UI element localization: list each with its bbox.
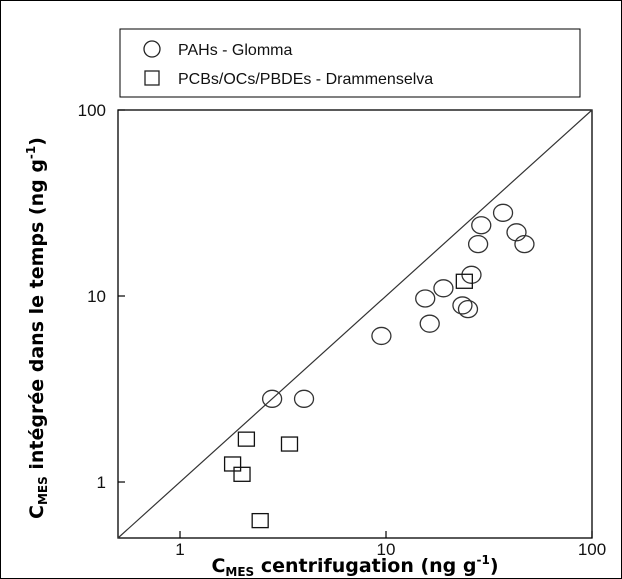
plot-area	[117, 109, 593, 539]
data-point-circle	[452, 296, 473, 315]
y-tick-label: 10	[87, 287, 106, 306]
legend-box	[119, 28, 581, 98]
data-point-square	[223, 456, 242, 472]
x-axis: 1 10 100	[175, 531, 606, 559]
legend-marker-square	[144, 70, 160, 86]
legend: PAHs - Glomma PCBs/OCs/PBDEs - Drammense…	[119, 28, 581, 98]
data-point-circle	[492, 203, 514, 222]
data-point-circle	[514, 235, 535, 254]
series-pcbs-drammenselva	[223, 273, 473, 529]
data-point-square	[455, 273, 473, 289]
series-pahs-glomma	[261, 203, 535, 408]
data-point-circle	[293, 389, 315, 408]
legend-label-pcbs: PCBs/OCs/PBDEs - Drammenselva	[178, 71, 433, 88]
x-tick-label: 10	[377, 540, 396, 559]
legend-label-pahs: PAHs - Glomma	[178, 42, 292, 59]
data-point-circle	[261, 389, 283, 408]
y-axis: 1 10 100	[78, 101, 125, 492]
y-tick-label: 1	[97, 473, 106, 492]
data-point-circle	[471, 216, 492, 235]
data-point-circle	[419, 314, 440, 333]
one-to-one-line	[117, 109, 593, 539]
x-axis-title: CMES centrifugation (ng g-1)	[211, 553, 498, 579]
data-point-square	[251, 512, 269, 529]
data-point-square	[233, 466, 251, 482]
y-axis-title: CMES intégrée dans le temps (ng g-1)	[24, 137, 50, 519]
data-point-circle	[457, 299, 479, 319]
data-point-circle	[433, 279, 454, 298]
data-point-circle	[371, 326, 392, 346]
x-tick-label: 100	[578, 540, 606, 559]
data-point-square	[280, 436, 299, 452]
data-point-square	[237, 431, 256, 447]
data-point-circle	[506, 223, 527, 242]
y-tick-label: 100	[78, 101, 106, 120]
data-point-circle	[467, 235, 489, 254]
x-tick-label: 1	[175, 540, 184, 559]
data-point-circle	[415, 289, 436, 308]
legend-marker-circle	[143, 40, 161, 58]
